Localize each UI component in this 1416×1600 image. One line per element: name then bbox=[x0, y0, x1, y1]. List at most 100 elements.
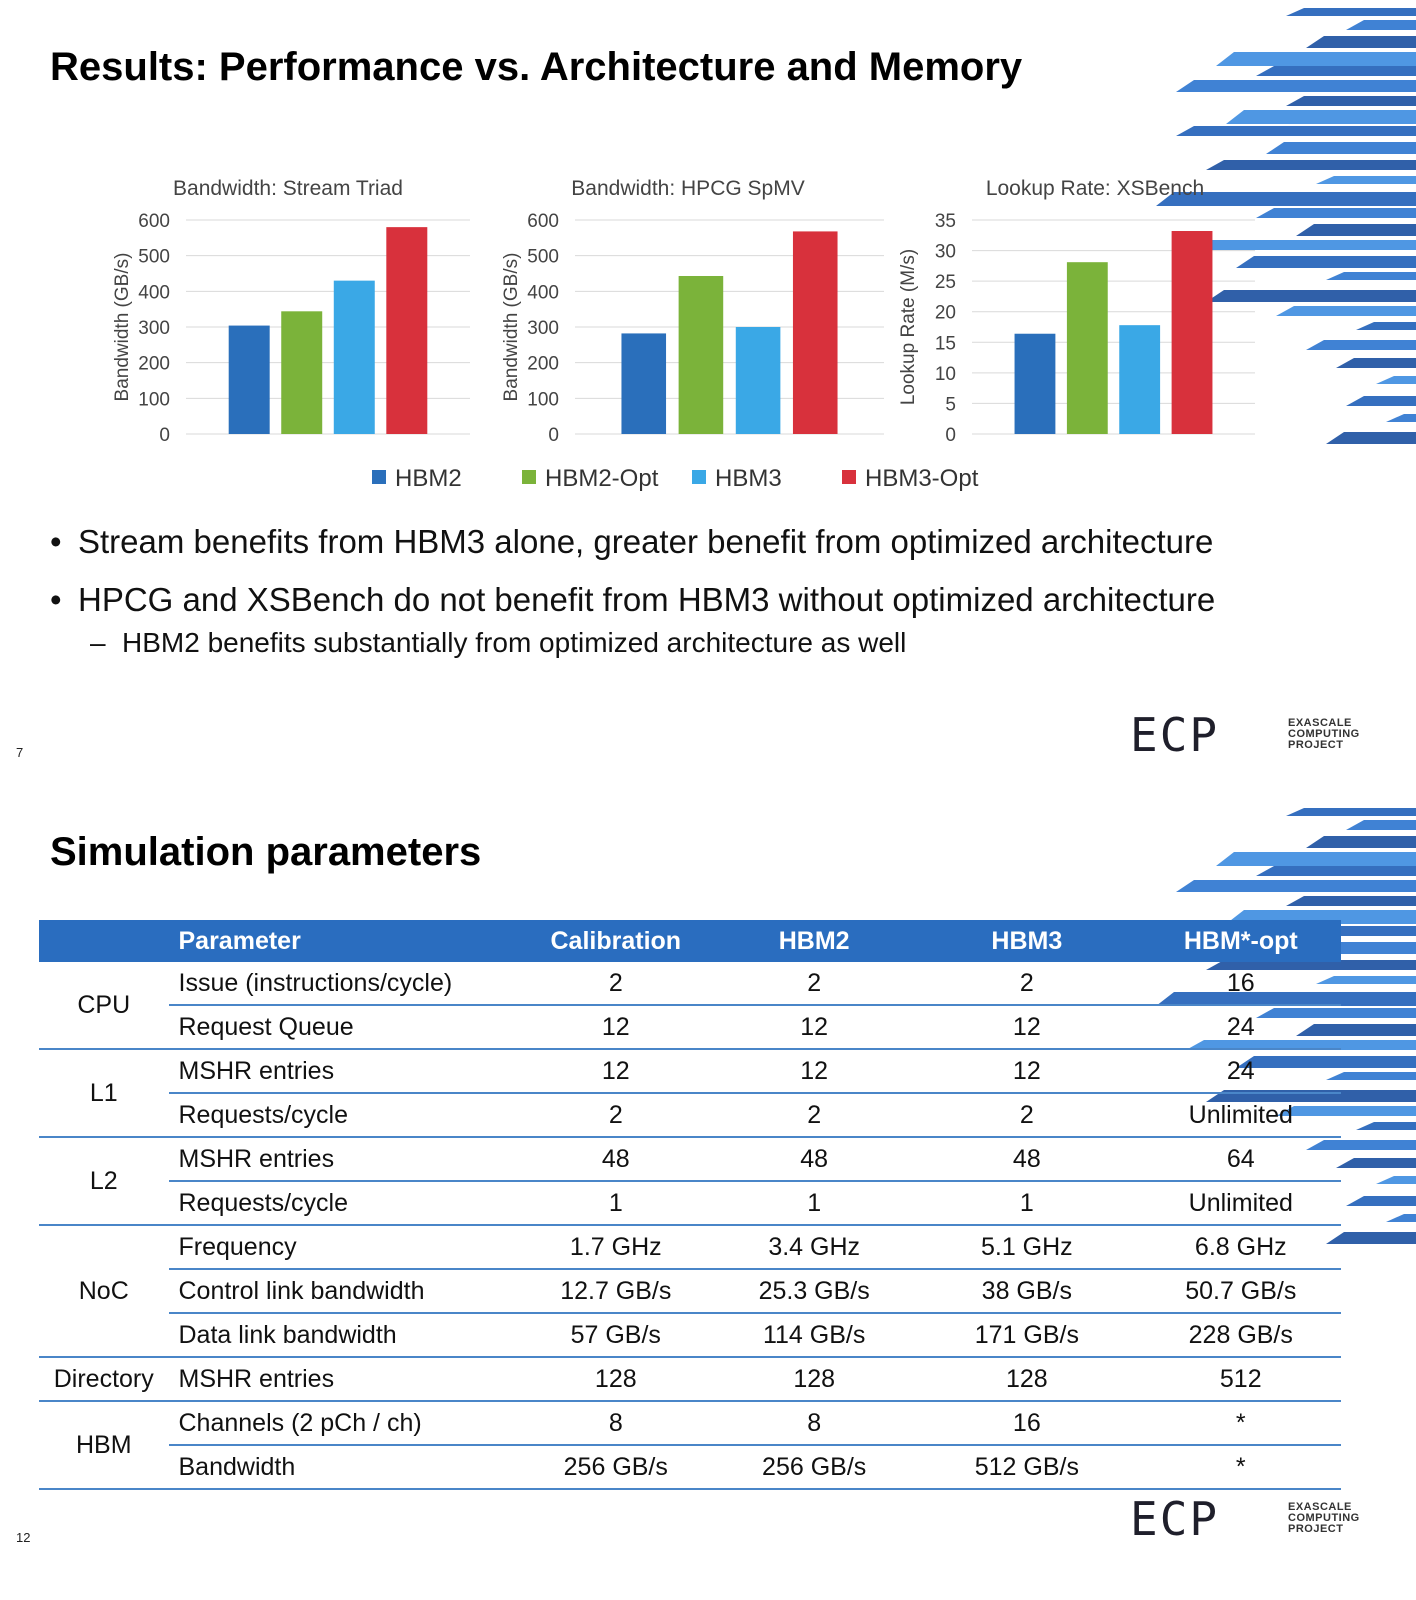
stripe-shape bbox=[1286, 96, 1416, 106]
logo-mark: ECP bbox=[1130, 708, 1220, 762]
stripe-shape bbox=[1296, 224, 1416, 236]
stripe-shape bbox=[1186, 240, 1416, 250]
value-cell: 114 GB/s bbox=[715, 1313, 914, 1358]
bullet-item: • Stream benefits from HBM3 alone, great… bbox=[50, 522, 1330, 562]
stripe-shape bbox=[1386, 1214, 1416, 1222]
value-cell: 1 bbox=[715, 1181, 914, 1226]
value-cell: 8 bbox=[516, 1401, 716, 1446]
column-header bbox=[39, 920, 169, 962]
bar-hbm2 bbox=[228, 325, 270, 434]
chart-3: Lookup Rate: XSBench 0 5 10 15 20 25 30 35 Lookup… bbox=[898, 177, 1255, 446]
row-group-label: NoC bbox=[39, 1225, 169, 1358]
stripe-shape bbox=[1256, 866, 1416, 876]
value-cell: 48 bbox=[715, 1137, 914, 1182]
value-cell: 12 bbox=[516, 1049, 716, 1094]
logo-line: COMPUTING bbox=[1288, 1512, 1360, 1524]
stripe-shape bbox=[1356, 1122, 1416, 1130]
value-cell: 2 bbox=[516, 962, 716, 1006]
value-cell: 1.7 GHz bbox=[516, 1225, 716, 1270]
y-tick-label: 600 bbox=[138, 211, 170, 232]
stripe-shape bbox=[1306, 36, 1416, 48]
y-tick-label: 30 bbox=[935, 242, 956, 263]
bar-hbm2 bbox=[1014, 333, 1056, 434]
y-tick-label: 300 bbox=[138, 318, 170, 339]
stripe-shape bbox=[1346, 820, 1416, 830]
value-cell: 256 GB/s bbox=[715, 1445, 914, 1490]
value-cell: 12 bbox=[516, 1005, 716, 1050]
y-tick-label: 10 bbox=[935, 364, 956, 385]
value-cell: Unlimited bbox=[1140, 1181, 1341, 1226]
value-cell: 2 bbox=[516, 1093, 716, 1138]
bar-hbm3 bbox=[1119, 325, 1161, 434]
slide-title: Simulation parameters bbox=[50, 830, 482, 874]
logo-text: EXASCALE COMPUTING PROJECT bbox=[1288, 718, 1388, 751]
ecp-logo: ECP EXASCALE COMPUTING PROJECT bbox=[1130, 708, 1359, 762]
parameter-cell: Request Queue bbox=[168, 1005, 517, 1050]
ecp-logo: ECP EXASCALE COMPUTING PROJECT bbox=[1130, 1492, 1359, 1546]
value-cell: 512 GB/s bbox=[913, 1445, 1141, 1490]
stripe-shape bbox=[1376, 376, 1416, 384]
table-body: CPU Issue (instructions/cycle) 2 2 2 16 Reques… bbox=[39, 962, 1341, 1490]
value-cell: Unlimited bbox=[1140, 1093, 1341, 1138]
stripe-shape bbox=[1386, 414, 1416, 422]
y-tick-label: 100 bbox=[527, 389, 559, 410]
stripe-shape bbox=[1236, 256, 1416, 268]
bar-hbm2-opt bbox=[281, 311, 323, 434]
row-group-label: L2 bbox=[39, 1137, 169, 1226]
bar-hbm2-opt bbox=[678, 275, 724, 434]
stripe-shape bbox=[1226, 110, 1416, 124]
value-cell: 5.1 GHz bbox=[913, 1225, 1141, 1270]
value-cell: 48 bbox=[913, 1137, 1141, 1182]
y-tick-label: 600 bbox=[527, 211, 559, 232]
logo-mark: ECP bbox=[1130, 1492, 1220, 1546]
stripe-shape bbox=[1326, 432, 1416, 444]
stripe-shape bbox=[1286, 8, 1416, 16]
y-axis-label: Bandwidth (GB/s) bbox=[112, 253, 133, 402]
value-cell: * bbox=[1140, 1401, 1341, 1446]
legend-item: HBM3 bbox=[692, 465, 782, 492]
column-header: HBM2 bbox=[715, 920, 914, 962]
row-group-label: HBM bbox=[39, 1401, 169, 1490]
y-tick-label: 500 bbox=[527, 247, 559, 268]
bar-hbm3 bbox=[735, 327, 781, 434]
logo-line: COMPUTING bbox=[1288, 728, 1360, 740]
logo-line: EXASCALE bbox=[1288, 717, 1352, 729]
parameter-cell: Data link bandwidth bbox=[168, 1313, 517, 1358]
value-cell: 48 bbox=[516, 1137, 716, 1182]
table-row: Request Queue 12 12 12 24 bbox=[39, 1005, 1341, 1050]
parameter-cell: MSHR entries bbox=[168, 1137, 517, 1182]
legend-item: HBM2 bbox=[372, 465, 462, 492]
slide-simulation-parameters: Simulation parameters Parameter Calibrat… bbox=[0, 800, 1416, 1600]
parameters-table: Parameter Calibration HBM2 HBM3 HBM*-opt… bbox=[39, 920, 1341, 1490]
sub-bullet-text: HBM2 benefits substantially from optimiz… bbox=[122, 627, 907, 658]
stripe-shape bbox=[1286, 896, 1416, 906]
slide-title: Results: Performance vs. Architecture an… bbox=[50, 45, 1023, 89]
column-header: Parameter bbox=[168, 920, 517, 962]
value-cell: 128 bbox=[913, 1357, 1141, 1402]
stripe-shape bbox=[1336, 1158, 1416, 1168]
y-tick-label: 0 bbox=[945, 425, 956, 446]
stripe-shape bbox=[1256, 66, 1416, 76]
value-cell: 12 bbox=[715, 1005, 914, 1050]
logo-line: EXASCALE bbox=[1288, 1501, 1352, 1513]
column-header: HBM3 bbox=[913, 920, 1141, 962]
value-cell: 16 bbox=[913, 1401, 1141, 1446]
legend-label: HBM3-Opt bbox=[865, 465, 979, 492]
stripe-shape bbox=[1206, 290, 1416, 302]
y-tick-label: 500 bbox=[138, 247, 170, 268]
y-tick-label: 200 bbox=[138, 354, 170, 375]
stripe-shape bbox=[1306, 836, 1416, 848]
logo-text: EXASCALE COMPUTING PROJECT bbox=[1288, 1502, 1388, 1535]
value-cell: 228 GB/s bbox=[1140, 1313, 1341, 1358]
value-cell: * bbox=[1140, 1445, 1341, 1490]
legend-swatch bbox=[692, 470, 706, 484]
bar-hbm3-opt bbox=[1171, 231, 1213, 434]
bar-hbm2-opt bbox=[1066, 262, 1108, 434]
stripe-shape bbox=[1336, 358, 1416, 368]
legend-label: HBM2-Opt bbox=[545, 465, 659, 492]
chart-2: Bandwidth: HPCG SpMV 0 100 200 300 400 500 600B… bbox=[501, 177, 884, 446]
stripe-shape bbox=[1356, 322, 1416, 330]
table-row: Bandwidth 256 GB/s 256 GB/s 512 GB/s * bbox=[39, 1445, 1341, 1490]
stripe-shape bbox=[1276, 306, 1416, 316]
y-tick-label: 200 bbox=[527, 354, 559, 375]
